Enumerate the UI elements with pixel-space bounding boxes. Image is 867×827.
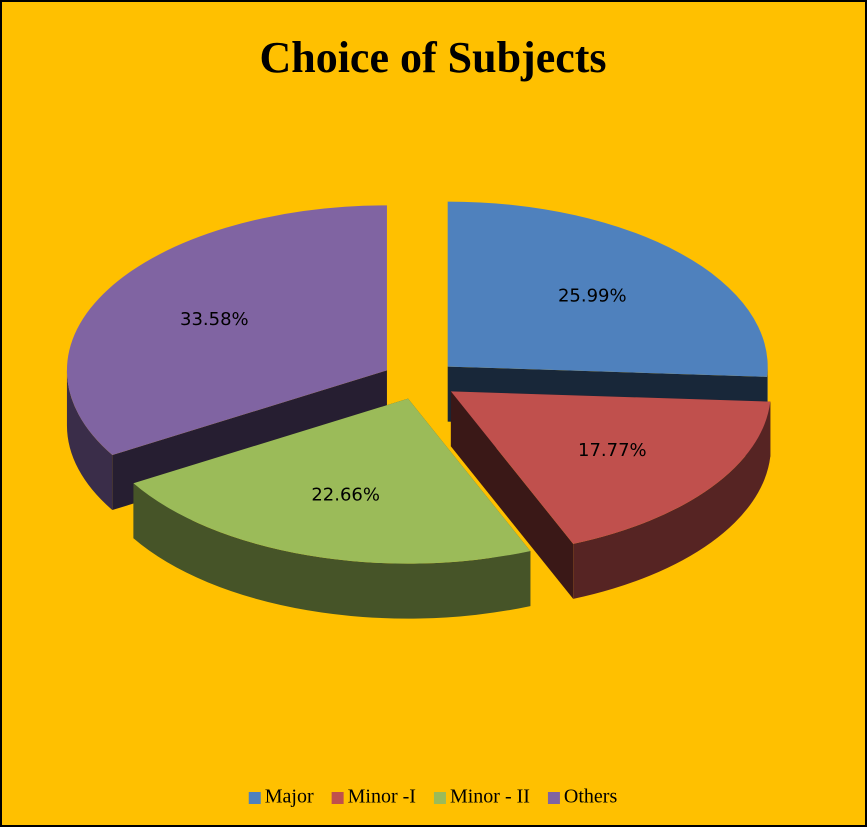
legend-swatch [433, 792, 446, 804]
legend-swatch [331, 792, 344, 804]
slice-wall [573, 401, 771, 599]
slice-wall [66, 370, 113, 511]
slice [447, 201, 768, 377]
slice [66, 205, 387, 456]
slice [450, 391, 771, 544]
legend-label: Minor -I [348, 786, 416, 808]
slice-side [450, 391, 574, 599]
data-label: 17.77% [578, 440, 647, 461]
data-label: 33.58% [180, 309, 249, 330]
slice [133, 398, 531, 564]
chart-title: Choice of Subjects [259, 33, 606, 82]
legend-swatch [248, 792, 261, 804]
legend-label: Others [564, 786, 618, 808]
pie: 25.99% 33.58% 17.77% 22.66% [66, 201, 771, 619]
data-label: 22.66% [311, 485, 380, 506]
data-label: 25.99% [558, 286, 627, 307]
legend-label: Minor - II [450, 786, 530, 808]
slice-wall [133, 483, 531, 619]
legend: Major Minor -I Minor - II Others [248, 786, 618, 808]
legend-swatch [547, 792, 560, 804]
legend-label: Major [265, 786, 314, 808]
